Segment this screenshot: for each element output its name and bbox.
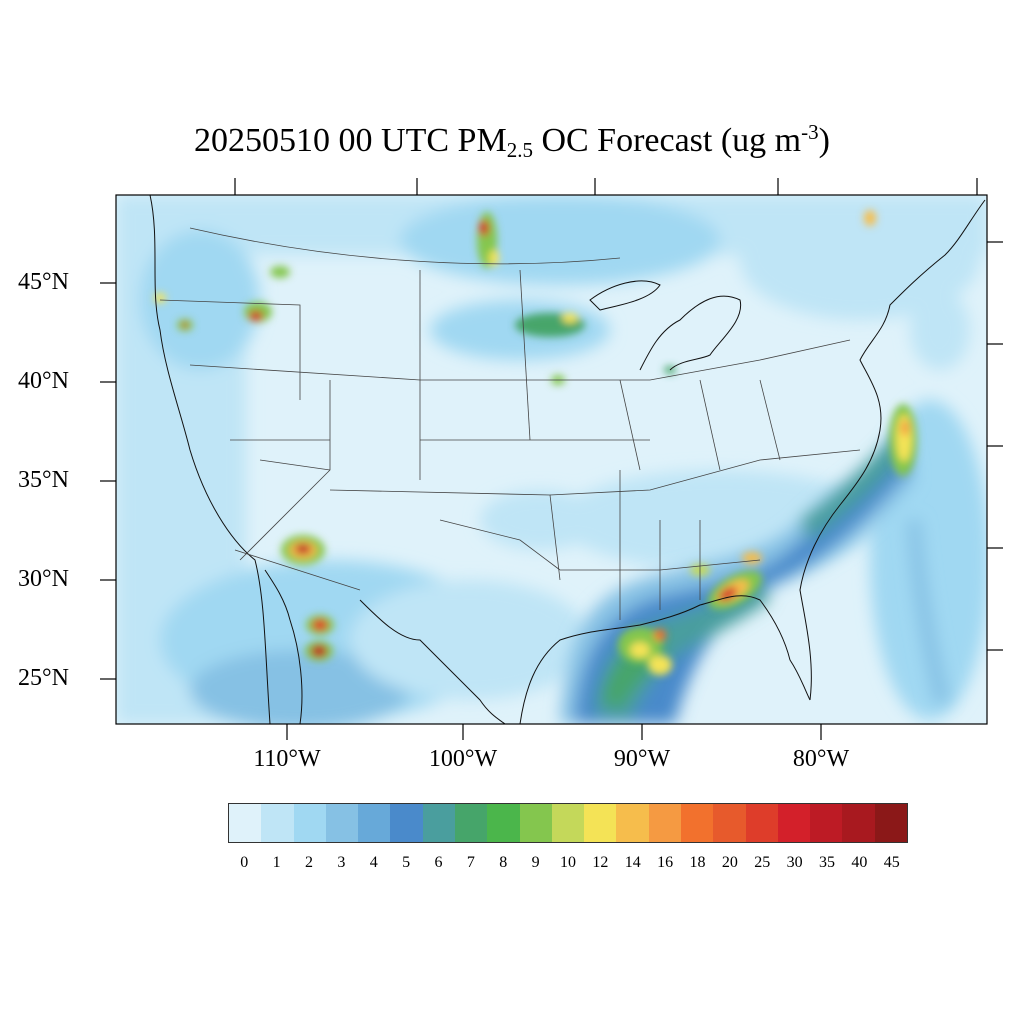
colorbar-label: 10 xyxy=(560,854,576,871)
colorbar-label: 16 xyxy=(657,854,674,871)
tick-marks xyxy=(100,178,1003,740)
colorbar-swatch xyxy=(325,804,359,842)
map-border xyxy=(115,194,988,725)
colorbar-swatch xyxy=(616,804,649,842)
colorbar-swatch xyxy=(487,804,520,842)
lon-label-100: 100°W xyxy=(428,746,498,772)
colorbar-swatch xyxy=(229,804,262,842)
colorbar-label: 7 xyxy=(466,854,475,871)
background-haze xyxy=(116,195,987,724)
lat-label-30: 30°N xyxy=(18,566,69,592)
title-middle: OC Forecast (ug m xyxy=(532,122,802,159)
coastlines xyxy=(149,195,986,724)
colorbar-swatch xyxy=(680,804,714,842)
colorbar-label: 20 xyxy=(721,854,738,871)
colorbar-swatch xyxy=(261,804,294,842)
colorbar-swatch xyxy=(519,804,552,842)
map-title: 20250510 00 UTC PM2.5 OC Forecast (ug m-… xyxy=(0,120,1024,163)
title-subscript: 2.5 xyxy=(506,138,533,162)
colorbar-swatch xyxy=(551,804,585,842)
colorbar-swatch xyxy=(358,804,391,842)
colorbar-label: 5 xyxy=(402,854,411,871)
lon-label-110: 110°W xyxy=(253,746,321,772)
colorbar-label: 12 xyxy=(592,854,609,871)
colorbar-label: 4 xyxy=(369,854,378,871)
colorbar-swatch xyxy=(874,804,907,842)
colorbar-labels: 0 1 2 3 4 5 6 7 8 9 10 12 14 16 18 20 25 30 35 40 45 xyxy=(0,854,1024,876)
colorbar-swatch xyxy=(810,804,843,842)
colorbar-label: 1 xyxy=(272,854,281,871)
state-borders xyxy=(159,227,861,620)
colorbar-label: 30 xyxy=(786,854,803,871)
title-suffix: ) xyxy=(818,122,830,159)
fire-hotspots xyxy=(154,210,917,675)
colorbar-swatch xyxy=(842,804,875,842)
colorbar-label: 14 xyxy=(624,854,641,871)
colorbar-label: 35 xyxy=(819,854,836,871)
colorbar-label: 0 xyxy=(240,854,249,871)
concentration-field xyxy=(116,195,987,724)
title-superscript: -3 xyxy=(801,120,819,144)
lon-label-90: 90°W xyxy=(613,746,671,772)
colorbar-label: 18 xyxy=(689,854,706,871)
colorbar-label: 25 xyxy=(754,854,771,871)
title-prefix: 20250510 00 UTC PM xyxy=(194,122,507,159)
lon-label-80: 80°W xyxy=(792,746,850,772)
colorbar-swatch xyxy=(454,804,488,842)
colorbar-label: 6 xyxy=(434,854,443,871)
lat-label-45: 45°N xyxy=(18,269,69,295)
colorbar-label: 8 xyxy=(499,854,508,871)
lat-label-35: 35°N xyxy=(18,467,69,493)
colorbar-swatch xyxy=(293,804,326,842)
colorbar-swatch xyxy=(390,804,423,842)
colorbar-label: 45 xyxy=(883,854,900,871)
colorbar-swatch xyxy=(422,804,455,842)
colorbar-swatch xyxy=(584,804,617,842)
colorbar-label: 9 xyxy=(531,854,540,871)
colorbar-label: 2 xyxy=(304,854,313,871)
colorbar-swatch xyxy=(648,804,681,842)
colorbar-label: 40 xyxy=(851,854,868,871)
lat-label-40: 40°N xyxy=(18,368,69,394)
colorbar-swatch xyxy=(713,804,746,842)
colorbar-label: 3 xyxy=(337,854,346,871)
colorbar-swatch xyxy=(745,804,778,842)
lat-label-25: 25°N xyxy=(18,665,69,691)
colorbar xyxy=(228,803,908,843)
colorbar-swatch xyxy=(777,804,811,842)
